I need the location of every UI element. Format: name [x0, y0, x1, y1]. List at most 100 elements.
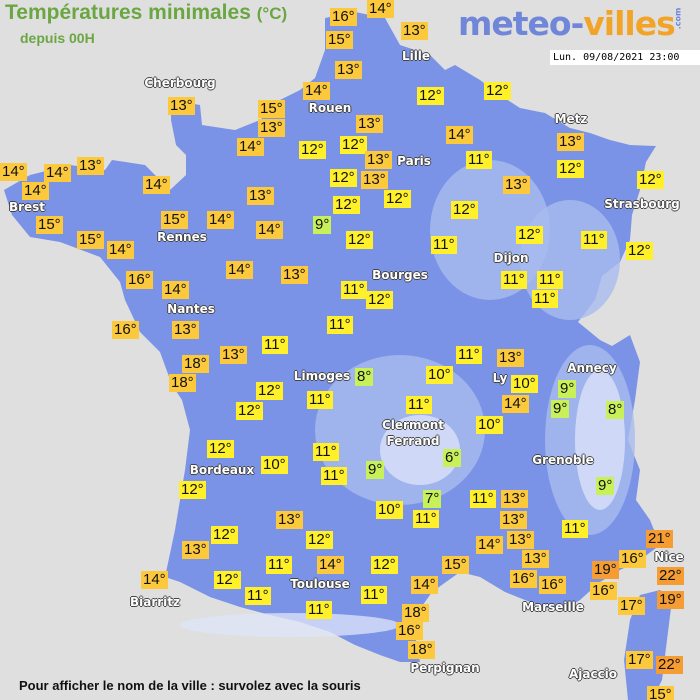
temperature-label[interactable]: 11° [466, 151, 492, 169]
temperature-label[interactable]: 14° [143, 176, 170, 194]
temperature-label[interactable]: 13° [335, 61, 362, 79]
temperature-label[interactable]: 11° [581, 231, 607, 249]
temperature-label[interactable]: 14° [411, 576, 438, 594]
temperature-label[interactable]: 18° [408, 641, 435, 659]
temperature-label[interactable]: 11° [307, 391, 333, 409]
temperature-label[interactable]: 14° [0, 163, 27, 181]
temperature-label[interactable]: 9° [313, 216, 332, 234]
temperature-label[interactable]: 13° [507, 531, 534, 549]
temperature-label[interactable]: 15° [161, 211, 188, 229]
temperature-label[interactable]: 12° [211, 526, 238, 544]
temperature-label[interactable]: 18° [169, 374, 196, 392]
temperature-label[interactable]: 13° [276, 511, 303, 529]
temperature-label[interactable]: 13° [172, 321, 199, 339]
temperature-label[interactable]: 14° [303, 82, 330, 100]
temperature-label[interactable]: 14° [367, 0, 394, 18]
temperature-label[interactable]: 13° [281, 266, 308, 284]
temperature-label[interactable]: 13° [258, 119, 285, 137]
temperature-label[interactable]: 14° [317, 556, 344, 574]
temperature-label[interactable]: 16° [619, 550, 646, 568]
temperature-label[interactable]: 12° [371, 556, 398, 574]
temperature-label[interactable]: 13° [401, 22, 428, 40]
temperature-label[interactable]: 16° [539, 576, 566, 594]
temperature-label[interactable]: 9° [558, 380, 577, 398]
temperature-label[interactable]: 11° [262, 336, 288, 354]
temperature-label[interactable]: 12° [366, 291, 393, 309]
temperature-label[interactable]: 13° [557, 133, 584, 151]
temperature-label[interactable]: 8° [355, 368, 374, 386]
temperature-label[interactable]: 11° [562, 520, 588, 538]
temperature-label[interactable]: 16° [510, 570, 537, 588]
temperature-label[interactable]: 14° [237, 138, 264, 156]
temperature-label[interactable]: 14° [162, 281, 189, 299]
temperature-label[interactable]: 16° [126, 271, 153, 289]
temperature-label[interactable]: 14° [107, 241, 134, 259]
temperature-label[interactable]: 12° [256, 382, 283, 400]
temperature-label[interactable]: 13° [500, 511, 527, 529]
temperature-label[interactable]: 18° [402, 604, 429, 622]
temperature-label[interactable]: 11° [306, 601, 332, 619]
temperature-label[interactable]: 15° [647, 686, 674, 700]
temperature-label[interactable]: 12° [333, 196, 360, 214]
temperature-label[interactable]: 14° [256, 221, 283, 239]
temperature-label[interactable]: 6° [443, 449, 462, 467]
temperature-label[interactable]: 9° [366, 461, 385, 479]
temperature-label[interactable]: 11° [413, 510, 439, 528]
temperature-label[interactable]: 15° [442, 556, 469, 574]
temperature-label[interactable]: 14° [22, 182, 49, 200]
temperature-label[interactable]: 11° [313, 443, 339, 461]
temperature-label[interactable]: 13° [503, 176, 530, 194]
temperature-label[interactable]: 10° [426, 366, 453, 384]
temperature-label[interactable]: 13° [220, 346, 247, 364]
temperature-label[interactable]: 12° [626, 242, 653, 260]
temperature-label[interactable]: 14° [446, 126, 473, 144]
temperature-label[interactable]: 14° [44, 164, 71, 182]
temperature-label[interactable]: 15° [326, 31, 353, 49]
temperature-label[interactable]: 21° [646, 530, 673, 548]
temperature-label[interactable]: 18° [182, 355, 209, 373]
temperature-label[interactable]: 13° [522, 550, 549, 568]
temperature-label[interactable]: 17° [626, 651, 653, 669]
temperature-label[interactable]: 12° [330, 169, 357, 187]
temperature-label[interactable]: 12° [346, 231, 373, 249]
temperature-label[interactable]: 16° [590, 582, 617, 600]
temperature-label[interactable]: 13° [247, 187, 274, 205]
temperature-label[interactable]: 12° [299, 141, 326, 159]
temperature-label[interactable]: 16° [330, 8, 357, 26]
temperature-label[interactable]: 11° [341, 281, 367, 299]
temperature-label[interactable]: 12° [179, 481, 206, 499]
temperature-label[interactable]: 22° [657, 567, 684, 585]
temperature-label[interactable]: 11° [537, 271, 563, 289]
temperature-label[interactable]: 14° [476, 536, 503, 554]
temperature-label[interactable]: 14° [502, 395, 529, 413]
temperature-label[interactable]: 10° [476, 416, 503, 434]
temperature-label[interactable]: 13° [77, 157, 104, 175]
temperature-label[interactable]: 11° [501, 271, 527, 289]
temperature-label[interactable]: 12° [637, 171, 664, 189]
temperature-label[interactable]: 16° [112, 321, 139, 339]
temperature-label[interactable]: 11° [470, 490, 496, 508]
temperature-label[interactable]: 13° [356, 115, 383, 133]
temperature-label[interactable]: 12° [557, 160, 584, 178]
temperature-label[interactable]: 9° [551, 400, 570, 418]
temperature-label[interactable]: 10° [261, 456, 288, 474]
temperature-label[interactable]: 12° [236, 402, 263, 420]
temperature-label[interactable]: 12° [340, 136, 367, 154]
temperature-label[interactable]: 12° [417, 87, 444, 105]
meteo-villes-logo[interactable]: meteo-villes .com [458, 4, 682, 43]
temperature-label[interactable]: 13° [361, 171, 388, 189]
temperature-label[interactable]: 14° [207, 211, 234, 229]
temperature-label[interactable]: 17° [618, 597, 645, 615]
temperature-label[interactable]: 10° [511, 375, 538, 393]
temperature-label[interactable]: 9° [596, 477, 615, 495]
temperature-label[interactable]: 8° [606, 401, 625, 419]
temperature-label[interactable]: 11° [431, 236, 457, 254]
temperature-label[interactable]: 13° [497, 349, 524, 367]
temperature-label[interactable]: 13° [501, 490, 528, 508]
temperature-label[interactable]: 12° [516, 226, 543, 244]
temperature-label[interactable]: 19° [657, 591, 684, 609]
temperature-label[interactable]: 12° [306, 531, 333, 549]
temperature-label[interactable]: 11° [406, 396, 432, 414]
temperature-label[interactable]: 11° [266, 556, 292, 574]
temperature-label[interactable]: 11° [321, 467, 347, 485]
